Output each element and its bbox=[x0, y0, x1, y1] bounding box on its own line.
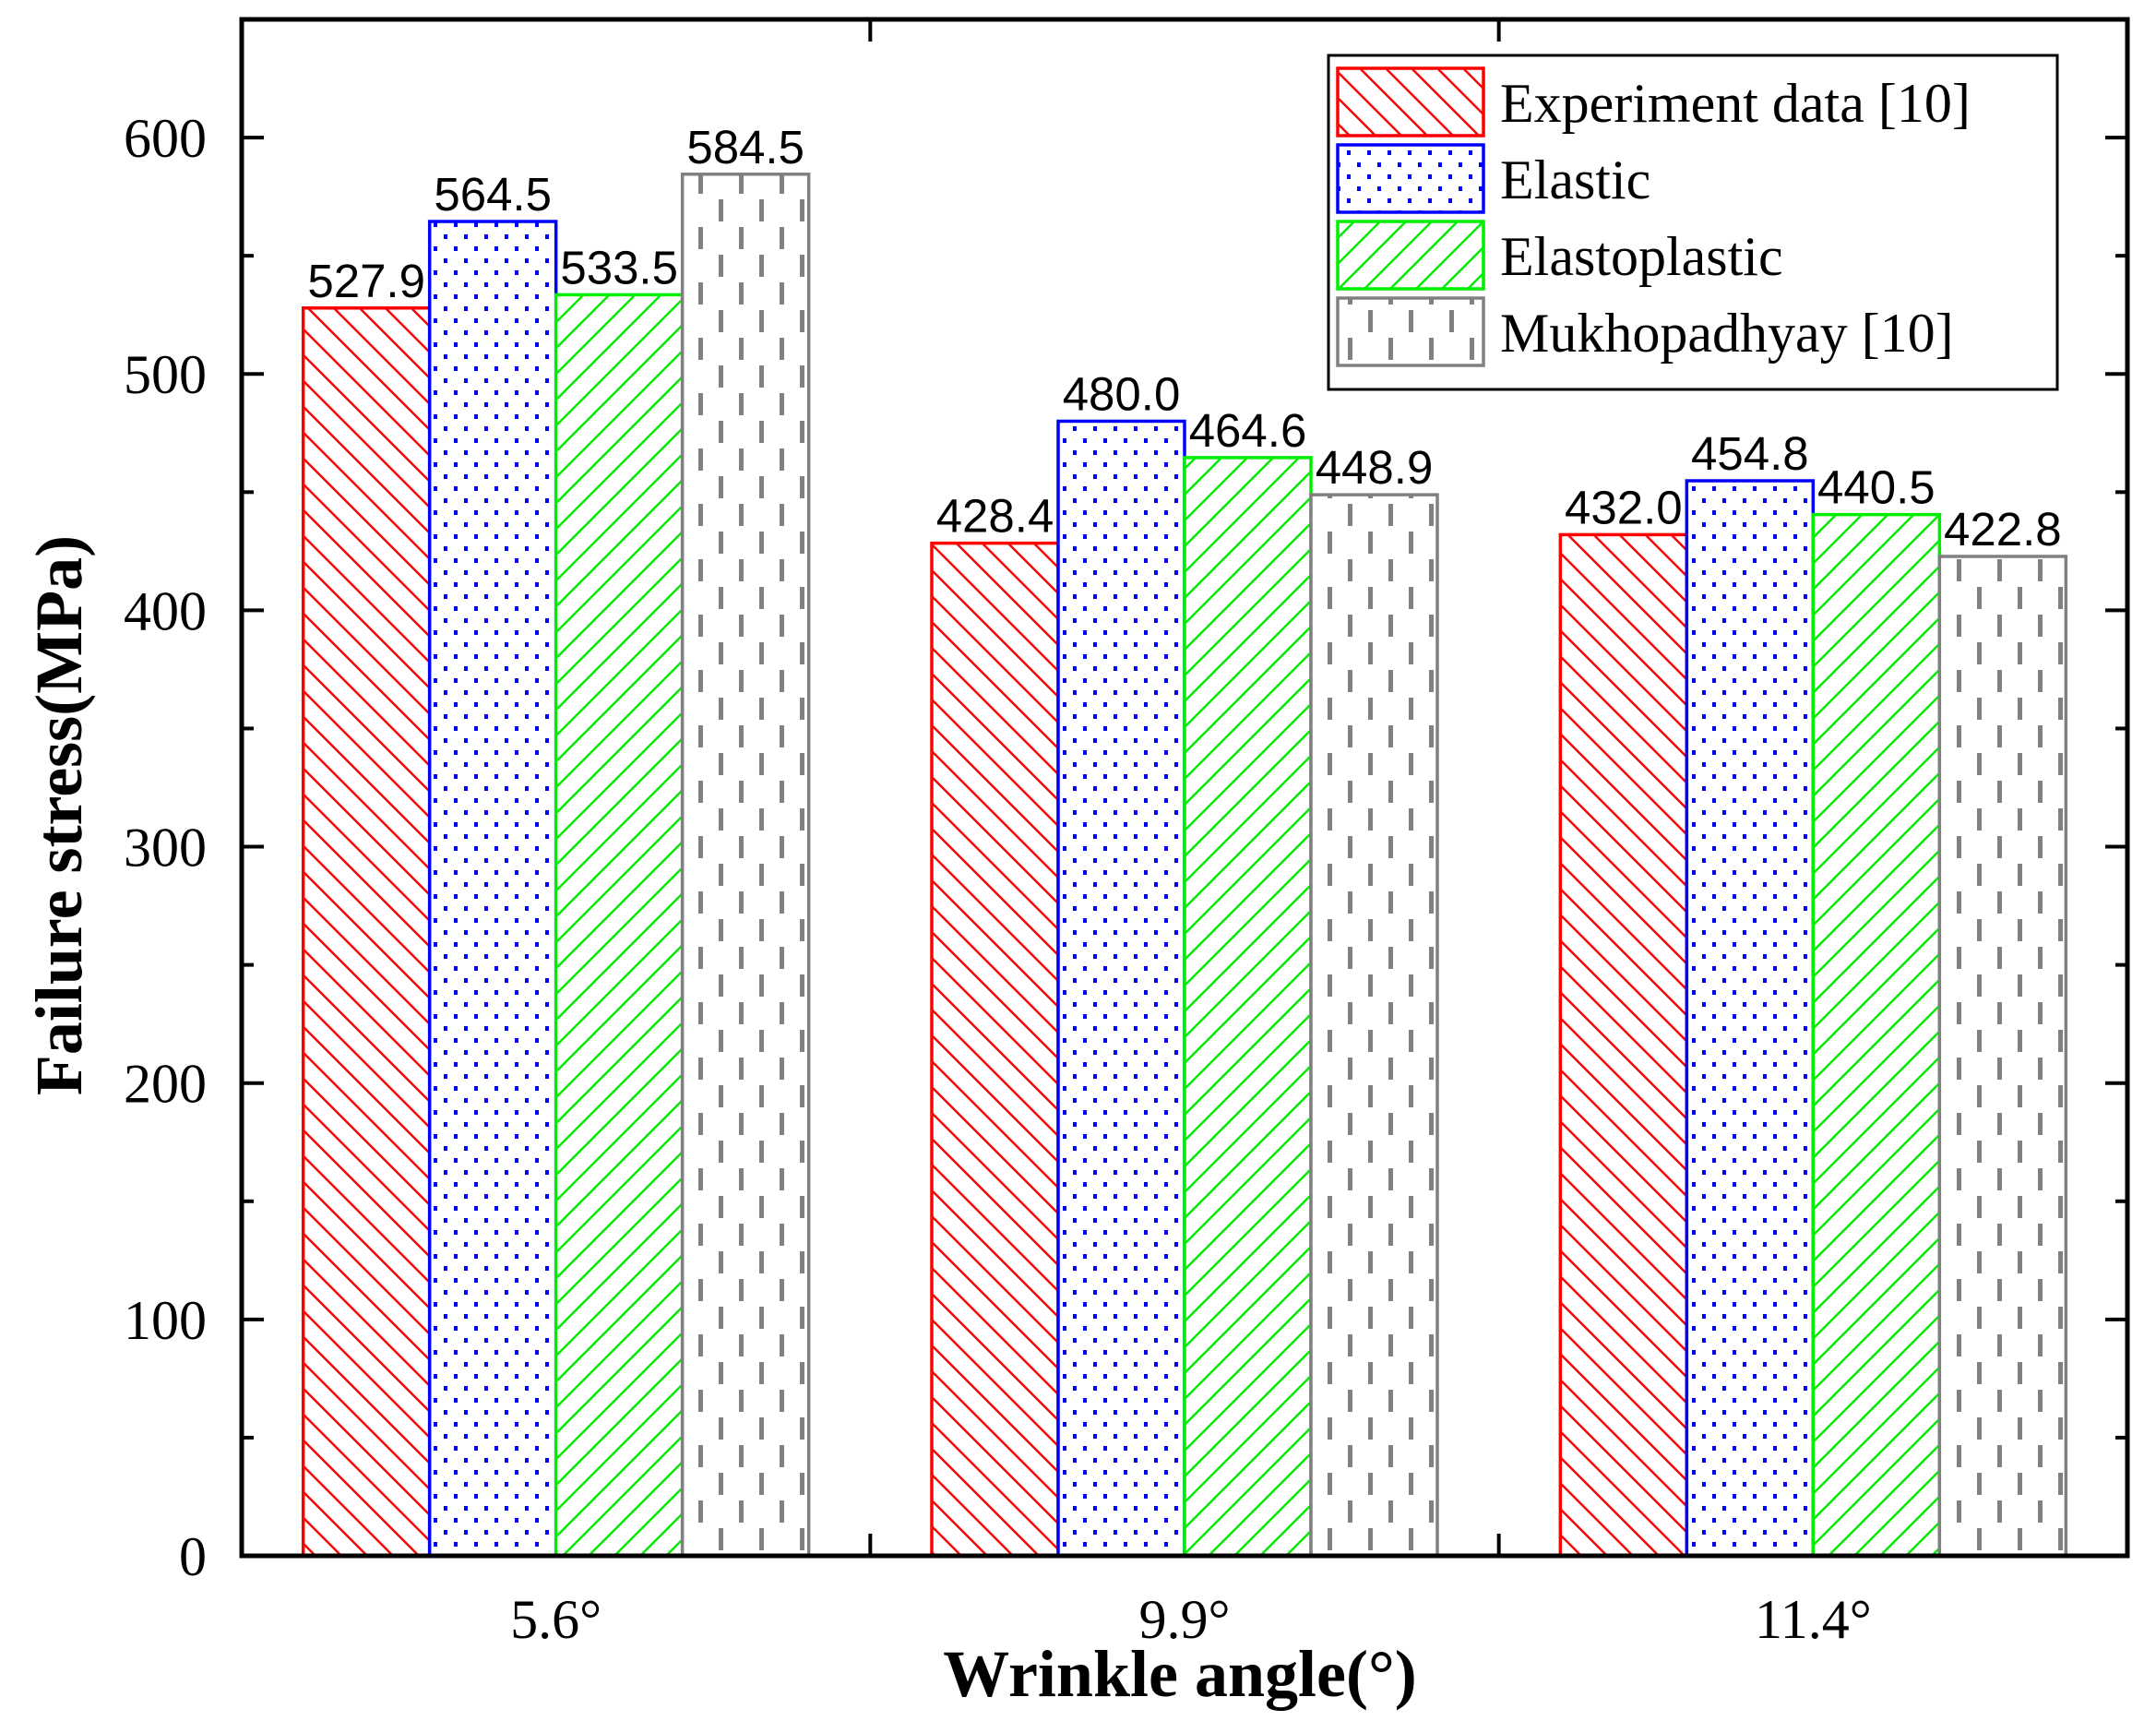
y-axis-title: Failure stress(MPa) bbox=[22, 535, 96, 1095]
y-tick-label-4: 300 bbox=[124, 818, 207, 878]
data-label-4-1: 584.5 bbox=[686, 121, 804, 173]
axes-layer: 0 100 200 300 400 500 600 5.6° 9.9° 11.4° Wrinkle … bbox=[22, 17, 2130, 1711]
legend-label-3: Elastoplastic bbox=[1500, 226, 1783, 287]
bar-1-2 bbox=[930, 541, 1060, 1558]
y-tick-label-1: 0 bbox=[179, 1526, 207, 1587]
y-tick-label-5: 400 bbox=[124, 580, 207, 641]
y-tick-label-2: 100 bbox=[124, 1290, 207, 1351]
plot-frame bbox=[239, 17, 2130, 1559]
data-label-1-1: 527.9 bbox=[307, 255, 425, 307]
bar-3-1 bbox=[554, 293, 685, 1558]
bar-2-1 bbox=[427, 220, 558, 1558]
data-label-3-3: 440.5 bbox=[1817, 461, 1936, 514]
bar-2-2 bbox=[1056, 419, 1186, 1558]
bar-4-3 bbox=[1937, 555, 2068, 1558]
data-label-3-2: 464.6 bbox=[1189, 404, 1307, 457]
legend-label-2: Elastic bbox=[1500, 149, 1650, 210]
bar-3-3 bbox=[1811, 512, 1942, 1558]
data-label-2-1: 564.5 bbox=[434, 168, 552, 221]
bar-4-1 bbox=[680, 173, 811, 1558]
y-tick-label-7: 600 bbox=[124, 108, 207, 169]
data-label-3-1: 533.5 bbox=[560, 241, 678, 293]
y-tick-label-3: 200 bbox=[124, 1054, 207, 1115]
bar-4-2 bbox=[1309, 493, 1439, 1558]
bars-layer bbox=[301, 173, 2068, 1558]
bar-1-3 bbox=[1558, 532, 1689, 1558]
legend-swatch-1 bbox=[1336, 66, 1485, 137]
legend-swatch-3 bbox=[1336, 220, 1485, 291]
legend-label-4: Mukhopadhyay [10] bbox=[1500, 303, 1954, 364]
data-label-1-3: 432.0 bbox=[1565, 481, 1683, 533]
bar-1-1 bbox=[301, 306, 432, 1558]
legend: Experiment data [10] Elastic Elastoplastic… bbox=[1327, 54, 2059, 391]
legend-swatch-4 bbox=[1336, 296, 1485, 367]
data-labels-layer: 527.9 428.4 432.0 564.5 480.0 454.8 533.5 464.6… bbox=[307, 121, 2061, 556]
data-label-2-2: 480.0 bbox=[1063, 367, 1181, 420]
data-label-1-2: 428.4 bbox=[936, 490, 1054, 543]
y-tick-label-6: 500 bbox=[124, 344, 207, 405]
bar-2-3 bbox=[1685, 479, 1816, 1558]
x-tick-label-1: 5.6° bbox=[510, 1589, 602, 1650]
data-label-4-2: 448.9 bbox=[1316, 441, 1434, 494]
legend-swatch-2 bbox=[1336, 143, 1485, 214]
x-axis-title: Wrinkle angle(°) bbox=[943, 1637, 1416, 1711]
legend-label-1: Experiment data [10] bbox=[1500, 73, 1971, 134]
bar-3-2 bbox=[1183, 456, 1313, 1558]
x-tick-label-3: 11.4° bbox=[1755, 1589, 1872, 1650]
data-label-4-3: 422.8 bbox=[1944, 503, 2062, 556]
x-tick-label-2: 9.9° bbox=[1139, 1589, 1231, 1650]
data-label-2-3: 454.8 bbox=[1691, 427, 1809, 480]
